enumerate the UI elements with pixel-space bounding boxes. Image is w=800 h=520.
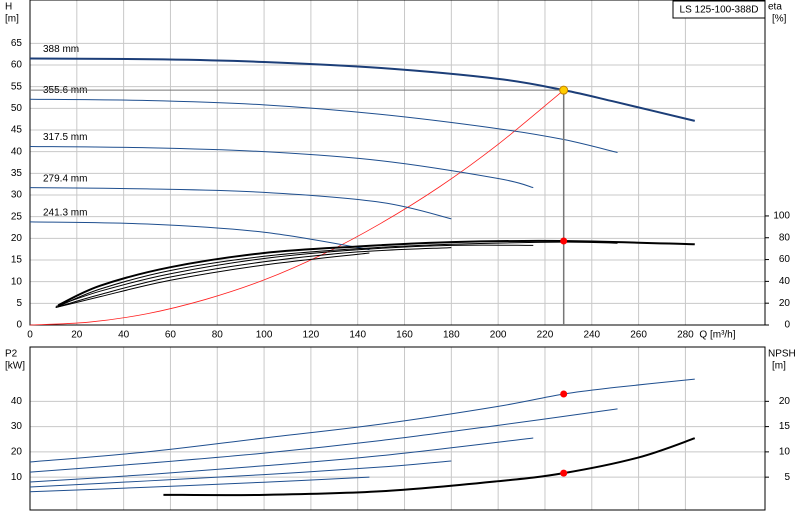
y-tick-label: 65 bbox=[11, 38, 23, 49]
y-axis-label: H bbox=[5, 2, 12, 13]
y2-tick-label: 20 bbox=[779, 396, 791, 407]
x-tick-label: 80 bbox=[212, 330, 224, 341]
operating-point-y2 bbox=[560, 469, 568, 477]
plot-frame bbox=[29, 346, 766, 511]
curve bbox=[29, 98, 618, 154]
curve-label: 279.4 mm bbox=[43, 173, 87, 184]
y-tick-label: 10 bbox=[11, 472, 23, 483]
y-tick-label: 45 bbox=[11, 125, 23, 136]
y2-tick-label: 20 bbox=[779, 298, 791, 309]
x-tick-label: 160 bbox=[396, 330, 413, 341]
curve-label: 241.3 mm bbox=[43, 208, 87, 219]
y-tick-label: 40 bbox=[11, 396, 23, 407]
title-box bbox=[672, 0, 766, 19]
x-tick-label: 120 bbox=[303, 330, 320, 341]
x-tick-label: 200 bbox=[490, 330, 507, 341]
x-tick-label: 40 bbox=[118, 330, 130, 341]
operating-point-y2 bbox=[560, 237, 568, 245]
curve bbox=[29, 437, 534, 483]
x-tick-label: 60 bbox=[165, 330, 177, 341]
y2-tick-label: 100 bbox=[773, 211, 790, 222]
y-tick-label: 35 bbox=[11, 168, 23, 179]
curve bbox=[29, 476, 370, 493]
curve bbox=[29, 408, 618, 473]
y2-tick-label: 40 bbox=[779, 276, 791, 287]
curve bbox=[29, 378, 695, 463]
x-axis-label: Q [m³/h] bbox=[699, 330, 735, 341]
operating-point bbox=[559, 85, 569, 95]
x-tick-label: 220 bbox=[537, 330, 554, 341]
y2-tick-label: 15 bbox=[779, 421, 791, 432]
x-tick-label: 260 bbox=[630, 330, 647, 341]
curve bbox=[55, 244, 534, 307]
curve-label: 317.5 mm bbox=[43, 132, 87, 143]
y2-tick-label: 80 bbox=[779, 232, 791, 243]
curve bbox=[29, 57, 696, 122]
y-tick-label: 30 bbox=[11, 421, 23, 432]
y-tick-label: 25 bbox=[11, 211, 23, 222]
operating-point bbox=[560, 390, 568, 398]
curve bbox=[55, 252, 370, 309]
x-tick-label: 100 bbox=[256, 330, 273, 341]
plot-frame bbox=[29, 0, 766, 326]
y-tick-label: 15 bbox=[11, 255, 23, 266]
y2-tick-label: 10 bbox=[779, 447, 791, 458]
y-tick-label: 5 bbox=[16, 298, 22, 309]
y2-axis-unit: [%] bbox=[772, 14, 787, 25]
x-tick-label: 280 bbox=[677, 330, 694, 341]
y2-axis-label: eta bbox=[768, 2, 782, 13]
y-axis-label: P2 bbox=[5, 349, 18, 360]
y2-tick-label: 5 bbox=[784, 472, 790, 483]
x-tick-label: 20 bbox=[71, 330, 83, 341]
curve bbox=[163, 437, 696, 497]
y2-axis-unit: [m] bbox=[772, 361, 786, 372]
curve bbox=[57, 241, 618, 307]
y-axis-unit: [kW] bbox=[5, 361, 25, 372]
y-tick-label: 50 bbox=[11, 103, 23, 114]
y-tick-label: 10 bbox=[11, 276, 23, 287]
y-tick-label: 20 bbox=[11, 447, 23, 458]
x-tick-label: 240 bbox=[583, 330, 600, 341]
y2-axis-label: NPSH bbox=[768, 349, 796, 360]
curve bbox=[55, 247, 452, 309]
x-tick-label: 180 bbox=[443, 330, 460, 341]
curve bbox=[29, 145, 534, 189]
y-tick-label: 20 bbox=[11, 233, 23, 244]
x-tick-label: 140 bbox=[349, 330, 366, 341]
y2-tick-label: 60 bbox=[779, 254, 791, 265]
x-tick-label: 0 bbox=[27, 330, 33, 341]
y-tick-label: 40 bbox=[11, 146, 23, 157]
curve bbox=[29, 187, 452, 220]
curve-label: 388 mm bbox=[43, 44, 79, 55]
y-tick-label: 60 bbox=[11, 60, 23, 71]
y-axis-unit: [m] bbox=[5, 14, 19, 25]
curve bbox=[29, 221, 370, 251]
y2-tick-label: 0 bbox=[784, 320, 790, 331]
y-tick-label: 55 bbox=[11, 81, 23, 92]
y-tick-label: 0 bbox=[16, 320, 22, 331]
y-tick-label: 30 bbox=[11, 190, 23, 201]
curve bbox=[29, 460, 452, 488]
chart-title: LS 125-100-388D bbox=[680, 5, 759, 16]
